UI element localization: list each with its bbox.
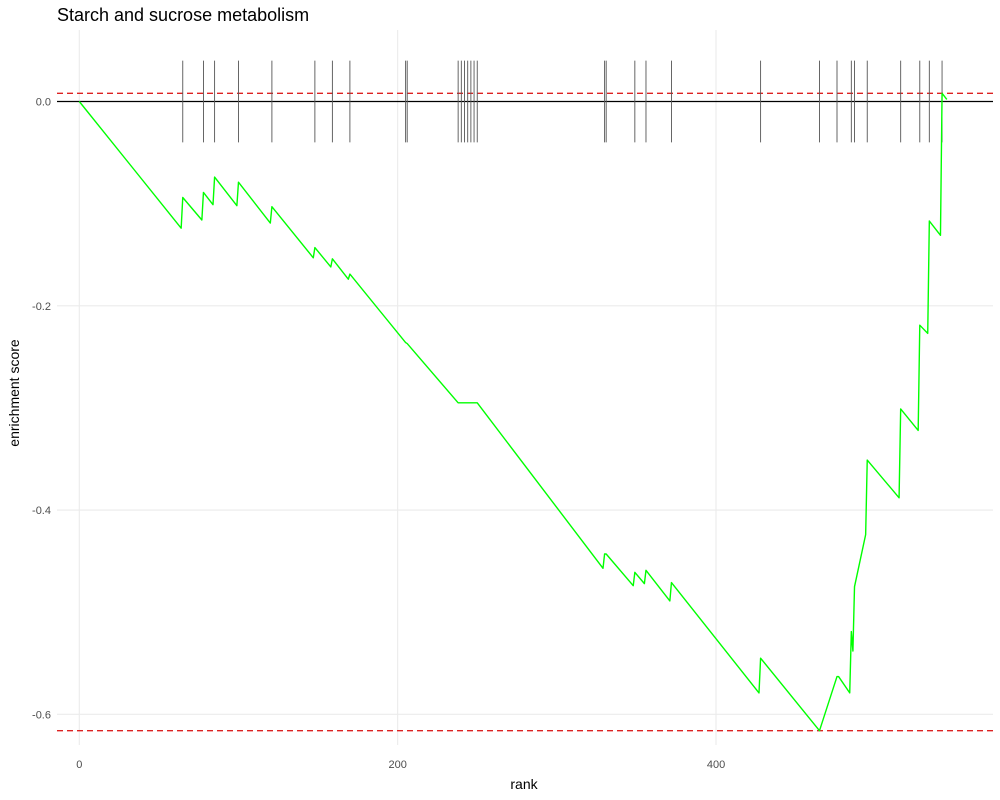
x-tick-label-0: 0	[76, 759, 82, 771]
y-tick-label-1: -0.2	[32, 301, 51, 313]
tick-labels: 0 200 400 0.0 -0.2 -0.4 -0.6	[32, 97, 725, 772]
y-tick-label-3: -0.6	[32, 709, 51, 721]
reference-lines	[57, 92, 993, 732]
y-axis-title: enrichment score	[6, 339, 22, 447]
x-tick-label-2: 400	[707, 759, 725, 771]
y-tick-label-0: 0.0	[36, 97, 51, 109]
enrichment-curve-0	[78, 92, 948, 732]
enrichment-curve-layer	[78, 92, 948, 732]
chart-title: Starch and sucrose metabolism	[57, 5, 309, 25]
y-tick-label-2: -0.4	[32, 505, 51, 517]
hit-ticks	[182, 60, 943, 143]
x-axis-title: rank	[510, 776, 538, 792]
x-tick-label-1: 200	[388, 759, 406, 771]
